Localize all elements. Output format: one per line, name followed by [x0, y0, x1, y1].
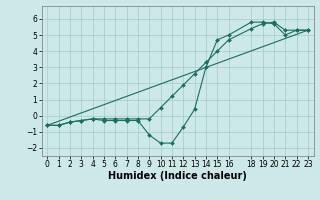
X-axis label: Humidex (Indice chaleur): Humidex (Indice chaleur) [108, 171, 247, 181]
